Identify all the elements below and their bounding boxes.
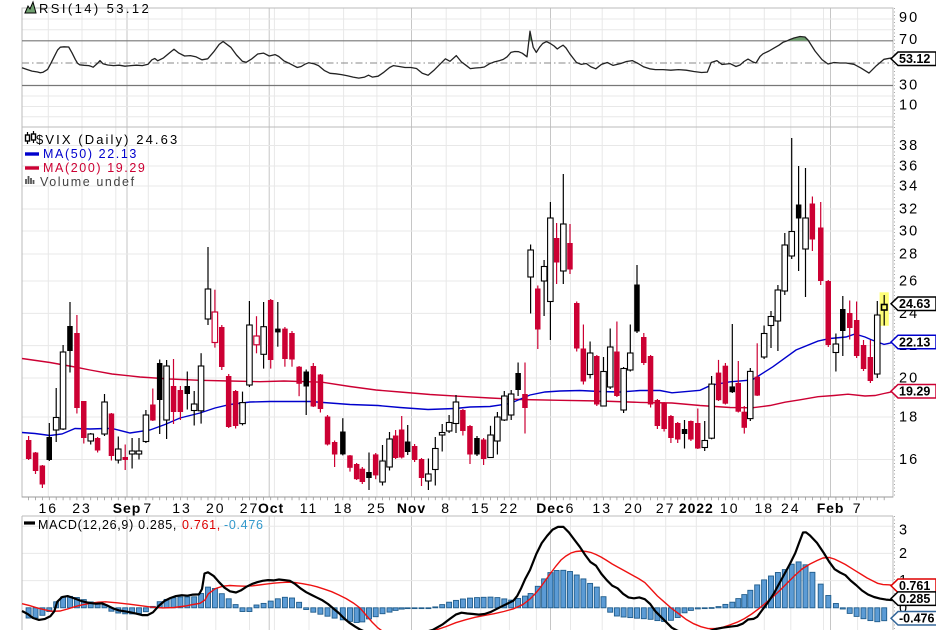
svg-text:25: 25	[367, 500, 387, 516]
svg-text:19.29: 19.29	[899, 385, 930, 399]
svg-text:15: 15	[471, 500, 491, 516]
svg-text:30: 30	[899, 77, 919, 93]
svg-text:MACD(12,26,9) 0.285,: MACD(12,26,9) 0.285,	[38, 518, 177, 532]
svg-text:20: 20	[624, 500, 644, 516]
svg-text:0.761,: 0.761,	[182, 518, 221, 532]
svg-text:70: 70	[899, 32, 919, 48]
svg-text:13: 13	[172, 500, 192, 516]
svg-text:8: 8	[441, 500, 451, 516]
svg-text:RSI(14) 53.12: RSI(14) 53.12	[39, 1, 151, 16]
svg-text:13: 13	[592, 500, 612, 516]
svg-text:23: 23	[72, 500, 92, 516]
svg-text:28: 28	[899, 247, 919, 263]
svg-text:11: 11	[300, 500, 319, 516]
svg-text:6: 6	[566, 500, 576, 516]
svg-text:7: 7	[853, 500, 863, 516]
svg-text:Nov: Nov	[397, 500, 426, 516]
svg-text:53.12: 53.12	[899, 52, 930, 66]
svg-text:0.285: 0.285	[899, 592, 930, 606]
svg-text:27: 27	[240, 500, 260, 516]
svg-text:MA(50) 22.13: MA(50) 22.13	[43, 147, 138, 161]
svg-text:90: 90	[899, 10, 919, 26]
svg-text:MA(200) 19.29: MA(200) 19.29	[43, 161, 146, 175]
svg-text:3: 3	[899, 523, 909, 539]
svg-text:18: 18	[755, 500, 775, 516]
svg-text:0: 0	[899, 600, 909, 616]
svg-text:10: 10	[899, 97, 919, 113]
svg-text:18: 18	[899, 410, 919, 426]
svg-text:36: 36	[899, 159, 919, 175]
svg-text:34: 34	[899, 179, 919, 195]
svg-text:38: 38	[899, 138, 919, 154]
svg-text:-0.476: -0.476	[224, 518, 264, 532]
svg-text:22.13: 22.13	[899, 335, 930, 349]
svg-text:26: 26	[899, 274, 919, 290]
svg-text:20: 20	[206, 500, 226, 516]
svg-text:-0.476: -0.476	[899, 612, 934, 626]
svg-text:20: 20	[899, 371, 919, 387]
svg-text:18: 18	[334, 500, 354, 516]
svg-text:16: 16	[39, 500, 59, 516]
svg-text:22: 22	[500, 500, 520, 516]
svg-text:10: 10	[720, 500, 740, 516]
svg-text:0.761: 0.761	[899, 579, 930, 593]
svg-text:32: 32	[899, 202, 919, 218]
svg-text:Sep: Sep	[113, 500, 141, 516]
svg-text:7: 7	[143, 500, 153, 516]
svg-text:Dec: Dec	[536, 500, 564, 516]
svg-text:24: 24	[781, 500, 801, 516]
svg-text:16: 16	[899, 452, 919, 468]
svg-text:30: 30	[899, 224, 919, 240]
svg-text:27: 27	[656, 500, 676, 516]
svg-text:24.63: 24.63	[899, 297, 930, 311]
svg-text:2: 2	[899, 546, 909, 562]
svg-text:Feb: Feb	[817, 500, 845, 516]
svg-text:Volume undef: Volume undef	[40, 175, 136, 189]
svg-text:Oct: Oct	[258, 500, 284, 516]
svg-text:$VIX (Daily) 24.63: $VIX (Daily) 24.63	[36, 132, 179, 147]
svg-text:2022: 2022	[679, 500, 714, 516]
